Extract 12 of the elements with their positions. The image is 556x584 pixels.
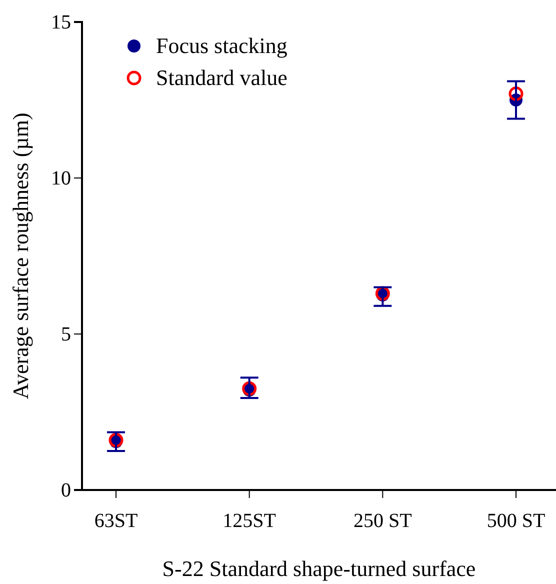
y-tick-label: 10 [51, 167, 71, 190]
legend-label: Standard value [156, 65, 288, 90]
x-tick-label: 250 ST [353, 510, 412, 532]
y-tick-label: 15 [51, 11, 71, 34]
y-tick-label: 0 [61, 479, 71, 502]
x-tick-label: 500 ST [486, 510, 546, 532]
x-tick-label: 63ST [94, 510, 138, 532]
x-axis-title: S-22 Standard shape-turned surface [162, 556, 476, 581]
legend-label: Focus stacking [156, 33, 288, 58]
x-tick-label: 125ST [222, 510, 276, 532]
y-axis-title: Average surface roughness (µm) [8, 112, 33, 400]
y-tick-label: 5 [61, 323, 71, 346]
